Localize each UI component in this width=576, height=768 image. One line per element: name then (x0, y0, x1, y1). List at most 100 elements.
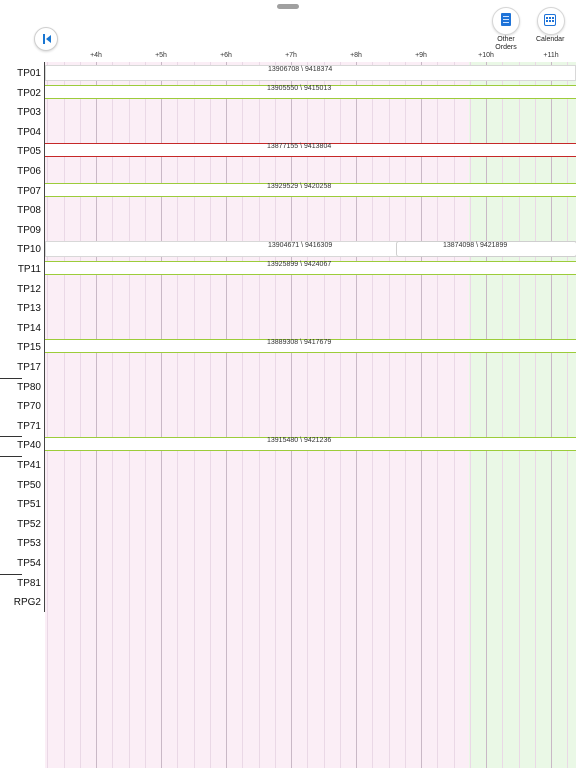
order-bar[interactable]: 13889308 \ 9417679 (45, 339, 576, 354)
resource-group-separator (0, 573, 22, 575)
timeline-grid[interactable] (45, 62, 576, 768)
order-bar-label: 13925899 \ 9424067 (267, 261, 332, 268)
hour-gridline (486, 62, 487, 768)
resource-label[interactable]: TP15 (17, 342, 41, 354)
resource-label[interactable]: TP53 (17, 538, 41, 550)
resource-label[interactable]: TP07 (17, 185, 41, 197)
resource-label[interactable]: TP11 (17, 264, 41, 275)
resource-label[interactable]: TP06 (17, 166, 41, 177)
resource-label[interactable]: TP09 (17, 224, 41, 236)
order-bar-label: 13906708 \ 9418374 (268, 66, 333, 73)
subhour-gridline (128, 62, 130, 768)
calendar-button[interactable] (537, 7, 565, 35)
resource-label[interactable]: TP03 (17, 107, 41, 119)
subhour-gridline (193, 62, 195, 768)
subhour-gridline (47, 62, 49, 768)
other-orders-label-line2: Orders (495, 44, 517, 51)
resource-label[interactable]: TP10 (17, 244, 41, 256)
subhour-gridline (79, 62, 81, 768)
resource-group-separator (0, 377, 22, 379)
calendar-icon (544, 14, 556, 26)
order-bar[interactable]: 13929529 \ 9420258 (45, 182, 576, 197)
hour-label: +7h (285, 52, 297, 59)
resource-label[interactable]: TP08 (17, 205, 41, 217)
resource-label[interactable]: RPG2 (13, 597, 41, 609)
hour-gridline (161, 62, 162, 768)
order-bar-label: 13874098 \ 9421899 (443, 242, 508, 250)
order-bar-segment[interactable]: 13874098 \ 9421899 (396, 241, 576, 258)
hour-gridline (421, 62, 422, 768)
subhour-gridline (388, 62, 390, 768)
resource-label[interactable]: TP51 (17, 499, 41, 511)
subhour-gridline (307, 62, 309, 768)
resource-group-separator (0, 436, 22, 438)
order-bar-label: 13915480 \ 9421236 (267, 437, 332, 445)
resource-label[interactable]: TP54 (17, 558, 41, 569)
hour-label: +10h (478, 52, 494, 59)
subhour-gridline (453, 62, 455, 768)
subhour-gridline (258, 62, 260, 768)
resource-label[interactable]: TP13 (17, 303, 41, 315)
order-bar-label: 13905550 \ 9415013 (267, 84, 332, 92)
resource-label[interactable]: TP01 (17, 68, 41, 79)
subhour-gridline (372, 62, 374, 768)
other-orders-label-line1: Other (497, 36, 515, 43)
resource-label[interactable]: TP52 (17, 518, 41, 530)
subhour-gridline (404, 62, 406, 768)
other-orders-label: Other Orders (485, 36, 527, 52)
resource-label[interactable]: TP17 (17, 362, 41, 373)
drag-handle[interactable] (277, 4, 299, 9)
subhour-gridline (323, 62, 325, 768)
order-bar[interactable]: 13906708 \ 9418374 (45, 65, 576, 81)
order-bar[interactable]: 13925899 \ 9424067 (45, 261, 576, 275)
hour-label: +5h (155, 52, 167, 59)
subhour-gridline (518, 62, 520, 768)
document-icon (501, 13, 511, 26)
resource-label[interactable]: TP41 (17, 460, 41, 471)
subhour-gridline (437, 62, 439, 768)
subhour-gridline (502, 62, 504, 768)
subhour-gridline (242, 62, 244, 768)
subhour-gridline (469, 62, 471, 768)
order-bar[interactable]: 13905550 \ 9415013 (45, 84, 576, 99)
order-bar-label: 13904671 \ 9416309 (268, 242, 333, 250)
resource-group-separator (0, 456, 22, 457)
other-orders-button[interactable] (492, 7, 520, 35)
hour-label: +6h (220, 52, 232, 59)
resource-label[interactable]: TP50 (17, 479, 41, 491)
past-zone (45, 62, 469, 768)
resource-column-border (44, 62, 45, 612)
collapse-panel-button[interactable] (34, 27, 58, 51)
hour-gridline (291, 62, 292, 768)
resource-label[interactable]: TP40 (17, 440, 41, 452)
subhour-gridline (567, 62, 569, 768)
subhour-gridline (112, 62, 114, 768)
hour-gridline (96, 62, 97, 768)
resource-label[interactable]: TP81 (17, 577, 41, 589)
subhour-gridline (209, 62, 211, 768)
resource-label[interactable]: TP05 (17, 146, 41, 158)
subhour-gridline (144, 62, 146, 768)
resource-label[interactable]: TP80 (17, 381, 41, 393)
order-bar[interactable]: 13877155 \ 9413804 (45, 143, 576, 158)
resource-label[interactable]: TP04 (17, 126, 41, 138)
resource-label[interactable]: TP70 (17, 401, 41, 413)
subhour-gridline (63, 62, 65, 768)
subhour-gridline (274, 62, 276, 768)
hour-gridline (356, 62, 357, 768)
order-bar-label: 13929529 \ 9420258 (267, 182, 332, 190)
order-bar-label: 13877155 \ 9413804 (267, 143, 332, 151)
order-bar[interactable]: 13904671 \ 9416309 13874098 \ 9421899 (45, 241, 576, 258)
subhour-gridline (339, 62, 341, 768)
subhour-gridline (534, 62, 536, 768)
hour-label: +11h (543, 52, 559, 59)
order-bar[interactable]: 13915480 \ 9421236 (45, 437, 576, 452)
hour-label: +4h (90, 52, 102, 59)
resource-label[interactable]: TP02 (17, 87, 41, 99)
order-bar-label: 13889308 \ 9417679 (267, 339, 332, 347)
resource-label[interactable]: TP12 (17, 283, 41, 295)
subhour-gridline (177, 62, 179, 768)
resource-label[interactable]: TP14 (17, 322, 41, 334)
hour-label: +8h (350, 52, 362, 59)
resource-label[interactable]: TP71 (17, 420, 41, 432)
